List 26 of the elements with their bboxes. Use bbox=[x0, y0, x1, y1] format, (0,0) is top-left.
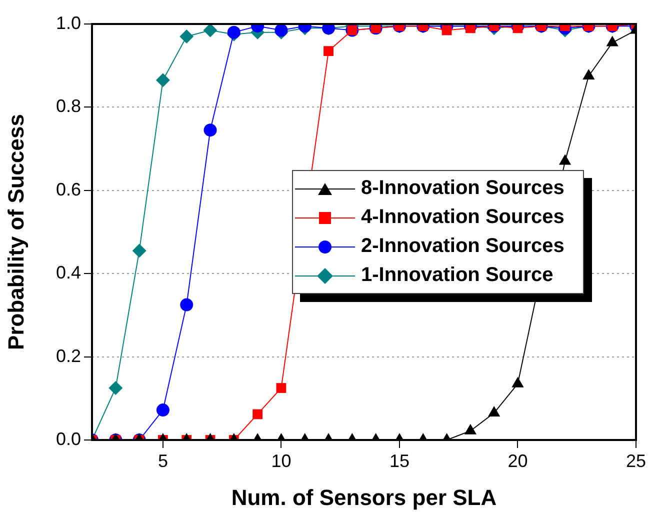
point bbox=[203, 24, 218, 38]
x-tick-label: 10 bbox=[271, 450, 292, 471]
x-tick-label: 20 bbox=[508, 450, 528, 471]
y-tick-label: 0.8 bbox=[56, 96, 81, 116]
x-tick-label: 25 bbox=[626, 450, 646, 471]
point bbox=[512, 376, 524, 388]
legend-label: 4-Innovation Sources bbox=[361, 206, 564, 229]
point bbox=[464, 424, 476, 434]
point bbox=[274, 24, 288, 37]
point bbox=[156, 73, 170, 88]
y-tick-label: 0.4 bbox=[56, 262, 81, 283]
point bbox=[324, 46, 334, 56]
x-tick-label: 15 bbox=[389, 450, 410, 471]
point bbox=[488, 406, 500, 416]
y-tick-label: 0.6 bbox=[56, 179, 81, 200]
x-axis-title: Num. of Sensors per SLA bbox=[231, 484, 497, 510]
point bbox=[204, 124, 217, 137]
point bbox=[132, 244, 146, 258]
legend-label: 2-Innovation Sources bbox=[361, 235, 564, 258]
legend-label: 1-Innovation Source bbox=[361, 264, 554, 287]
x-tick-label: 5 bbox=[158, 450, 168, 471]
y-tick-label: 0.2 bbox=[56, 346, 81, 366]
y-tick-label: 1.0 bbox=[56, 12, 81, 33]
legend-label: 8-Innovation Sources bbox=[361, 177, 564, 200]
y-axis-title: Probability of Success bbox=[3, 114, 28, 350]
y-tick-label: 0.0 bbox=[56, 428, 81, 449]
